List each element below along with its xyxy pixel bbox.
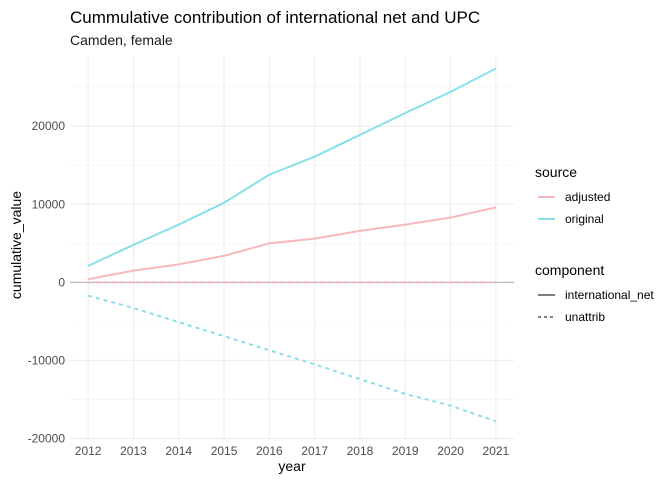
y-tick-label: -10000 [28, 353, 66, 367]
legend-label-original: original [565, 212, 604, 226]
x-tick-label: 2020 [437, 444, 464, 458]
x-tick-label: 2012 [75, 444, 102, 458]
legend-title-component: component [535, 262, 604, 278]
legend-label-international-net: international_net [565, 288, 654, 302]
legend-label-adjusted: adjusted [565, 190, 610, 204]
y-axis-title: cumulative_value [8, 191, 24, 299]
y-tick-label: 0 [58, 275, 65, 289]
x-tick-label: 2018 [347, 444, 374, 458]
legend: source adjusted original component internati… [535, 164, 654, 324]
x-axis-title: year [278, 458, 306, 474]
series-line-original-international-net [87, 67, 497, 267]
legend-label-unattrib: unattrib [565, 310, 605, 324]
x-tick-label: 2016 [256, 444, 283, 458]
x-tick-label: 2021 [483, 444, 510, 458]
series-layer [87, 67, 497, 423]
x-tick-label: 2019 [392, 444, 419, 458]
chart-subtitle: Camden, female [70, 32, 173, 48]
grid [70, 56, 514, 440]
y-tick-label: -20000 [28, 431, 66, 445]
series-line-adjusted-international-net [87, 206, 497, 281]
x-tick-label: 2017 [301, 444, 328, 458]
series-line-original-unattrib [87, 294, 497, 423]
x-axis-ticks: 2012 2013 2014 2015 2016 2017 2018 2019 2020 2021 [75, 444, 510, 458]
x-tick-label: 2013 [120, 444, 147, 458]
legend-title-source: source [535, 164, 577, 180]
x-tick-label: 2015 [211, 444, 238, 458]
y-tick-label: 20000 [32, 119, 66, 133]
x-tick-label: 2014 [165, 444, 192, 458]
y-axis-ticks: -20000 -10000 0 10000 20000 [28, 119, 66, 445]
y-tick-label: 10000 [32, 197, 66, 211]
chart-title: Cummulative contribution of internationa… [70, 8, 480, 27]
